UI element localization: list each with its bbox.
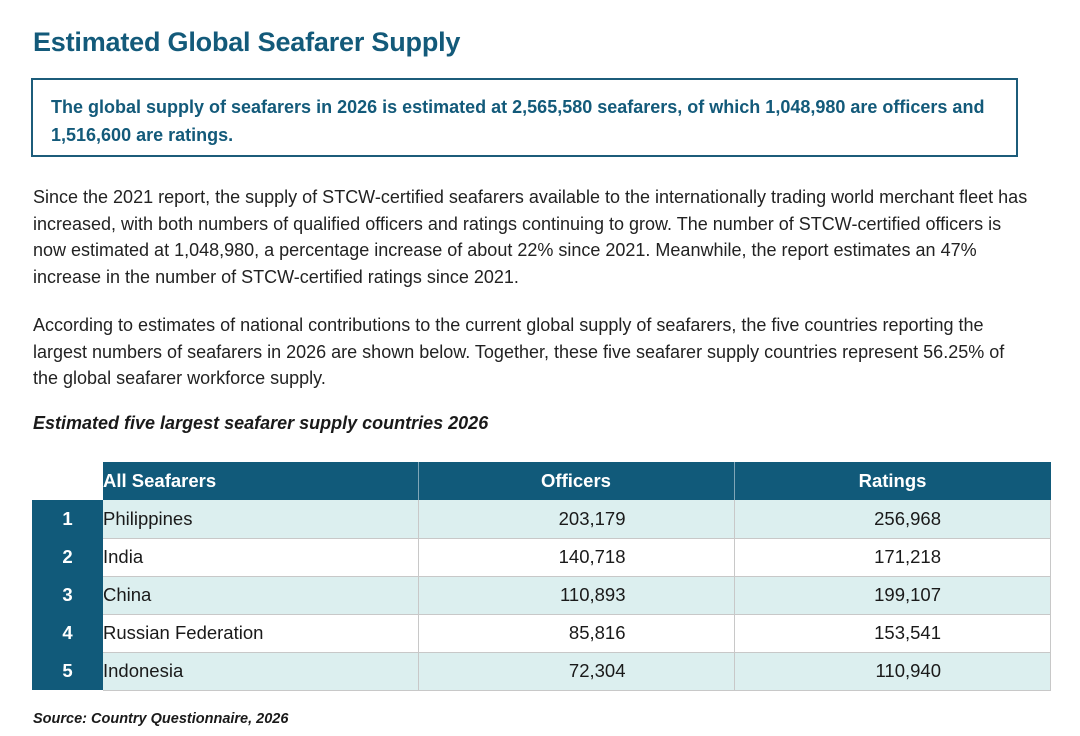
table-row: 5 Indonesia 72,304 110,940 bbox=[32, 652, 1051, 691]
header-rank-blank bbox=[32, 462, 103, 500]
page-title: Estimated Global Seafarer Supply bbox=[33, 27, 461, 57]
ratings-cell: 256,968 bbox=[733, 500, 1051, 539]
ratings-cell: 110,940 bbox=[733, 652, 1051, 691]
table-row: 3 China 110,893 199,107 bbox=[32, 576, 1051, 615]
table-row: 1 Philippines 203,179 256,968 bbox=[32, 500, 1051, 539]
ratings-cell: 199,107 bbox=[733, 576, 1051, 615]
header-ratings: Ratings bbox=[733, 462, 1051, 500]
country-cell: Philippines bbox=[103, 500, 418, 539]
officers-cell: 140,718 bbox=[417, 538, 734, 577]
officers-cell: 85,816 bbox=[417, 614, 734, 653]
rank-cell: 5 bbox=[32, 652, 103, 690]
ratings-cell: 153,541 bbox=[733, 614, 1051, 653]
rank-cell: 2 bbox=[32, 538, 103, 576]
table-header-row: All Seafarers Officers Ratings bbox=[32, 462, 1051, 500]
rank-cell: 1 bbox=[32, 500, 103, 538]
header-officers: Officers bbox=[417, 462, 734, 500]
paragraph-top-countries: According to estimates of national contr… bbox=[33, 315, 1005, 388]
officers-cell: 110,893 bbox=[417, 576, 734, 615]
rank-cell: 3 bbox=[32, 576, 103, 614]
country-cell: Russian Federation bbox=[103, 614, 418, 653]
officers-cell: 72,304 bbox=[417, 652, 734, 691]
summary-callout: The global supply of seafarers in 2026 i… bbox=[31, 78, 1018, 157]
table-row: 4 Russian Federation 85,816 153,541 bbox=[32, 614, 1051, 653]
header-all-seafarers: All Seafarers bbox=[103, 462, 418, 500]
rank-cell: 4 bbox=[32, 614, 103, 652]
country-cell: Indonesia bbox=[103, 652, 418, 691]
supply-countries-table: All Seafarers Officers Ratings 1 Philipp… bbox=[32, 462, 1051, 691]
country-cell: India bbox=[103, 538, 418, 577]
source-note: Source: Country Questionnaire, 2026 bbox=[33, 711, 289, 727]
ratings-cell: 171,218 bbox=[733, 538, 1051, 577]
paragraph-supply-growth: Since the 2021 report, the supply of STC… bbox=[33, 187, 1028, 287]
table-caption: Estimated five largest seafarer supply c… bbox=[33, 413, 489, 433]
officers-cell: 203,179 bbox=[417, 500, 734, 539]
table-row: 2 India 140,718 171,218 bbox=[32, 538, 1051, 577]
country-cell: China bbox=[103, 576, 418, 615]
callout-text: The global supply of seafarers in 2026 i… bbox=[51, 97, 985, 145]
